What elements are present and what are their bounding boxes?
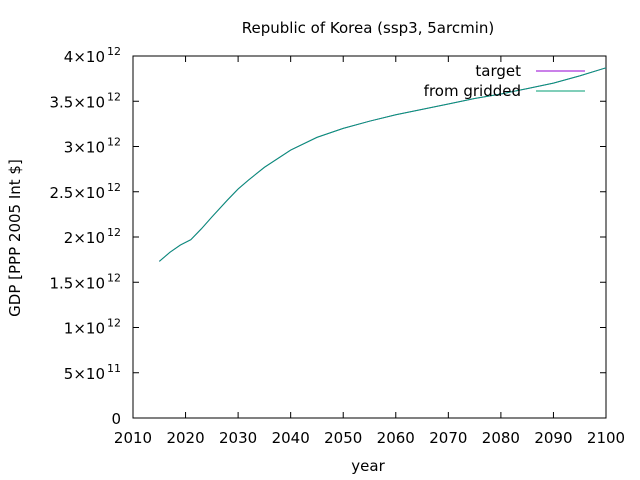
series-line-0 [158,67,607,262]
legend-label: from gridded [424,82,521,100]
y-tick-label: 3.5×10 12 [49,90,121,111]
y-tick-mantissa: 1×10 [64,320,105,338]
y-tick-exponent: 12 [107,181,121,194]
x-tick-label: 2100 [587,429,625,447]
y-tick-exponent: 12 [107,317,121,330]
series-group [158,67,607,262]
y-tick-mantissa: 2.5×10 [49,184,105,202]
y-tick-exponent: 12 [107,90,121,103]
y-tick-label: 1×10 12 [64,317,121,338]
y-tick-label: 5×10 11 [64,362,121,383]
y-axis-label: GDP [PPP 2005 Int $] [6,159,24,317]
y-tick-label: 3×10 12 [64,136,121,157]
y-tick-label: 4×10 12 [64,45,121,66]
y-tick-mantissa: 5×10 [64,365,105,383]
y-tick-label: 1.5×10 12 [49,271,121,292]
y-tick-label: 0 [111,410,121,428]
y-tick-mantissa: 4×10 [64,48,105,66]
x-tick-label: 2030 [219,429,257,447]
y-tick-mantissa: 3×10 [64,139,105,157]
x-axis: 2010 2020 2030 2040 2050 2060 2070 2080 2090 2100 [114,56,625,447]
y-tick-exponent: 12 [107,226,121,239]
x-tick-label: 2080 [482,429,520,447]
x-tick-label: 2020 [166,429,204,447]
y-tick-label: 2×10 12 [64,226,121,247]
x-tick-label: 2010 [114,429,152,447]
y-tick-exponent: 12 [107,45,121,58]
chart-title: Republic of Korea (ssp3, 5arcmin) [242,19,494,37]
series-line-1 [158,67,607,262]
x-tick-label: 2070 [429,429,467,447]
y-tick-mantissa: 0 [111,410,121,428]
x-axis-label: year [351,457,385,475]
legend-label: target [475,62,521,80]
plot-frame [132,55,607,419]
x-tick-label: 2060 [377,429,415,447]
x-tick-label: 2040 [272,429,310,447]
y-tick-mantissa: 2×10 [64,229,105,247]
y-tick-label: 2.5×10 12 [49,181,121,202]
y-tick-mantissa: 1.5×10 [49,274,105,292]
legend: target from gridded [424,62,585,100]
y-tick-exponent: 12 [107,271,121,284]
x-tick-label: 2090 [534,429,572,447]
y-tick-mantissa: 3.5×10 [49,93,105,111]
y-tick-exponent: 11 [107,362,121,375]
x-tick-label: 2050 [324,429,362,447]
y-axis: 05×10 111×10 121.5×10 122×10 122.5×10 123×10 1… [49,45,606,428]
y-tick-exponent: 12 [107,136,121,149]
